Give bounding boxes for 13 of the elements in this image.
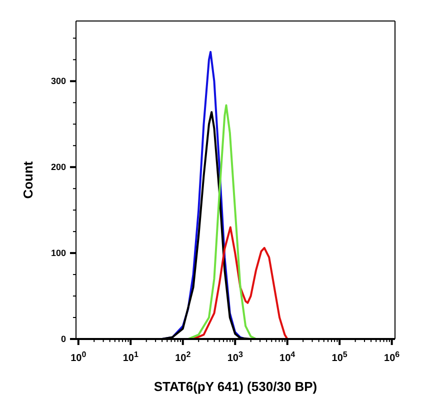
x-tick-label: 10$^{4}$ bbox=[280, 350, 296, 364]
y-tick-label: 0 bbox=[60, 334, 66, 344]
x-tick-label: 10$^{5}$ bbox=[332, 350, 348, 364]
x-tick-label: 10$^{6}$ bbox=[384, 350, 400, 364]
y-tick-label: 300 bbox=[50, 76, 66, 86]
x-tick-label: 10$^{3}$ bbox=[227, 350, 244, 364]
y-tick-label: 200 bbox=[50, 162, 66, 172]
y-axis-title: Count bbox=[20, 160, 36, 199]
y-tick-label: 100 bbox=[50, 248, 66, 258]
x-tick-label: 10$^{0}$ bbox=[70, 350, 87, 364]
x-tick-label: 10$^{2}$ bbox=[175, 350, 192, 364]
x-tick-label: 10$^{1}$ bbox=[122, 350, 139, 364]
x-axis-title: STAT6(pY 641) (530/30 BP) bbox=[154, 379, 318, 394]
